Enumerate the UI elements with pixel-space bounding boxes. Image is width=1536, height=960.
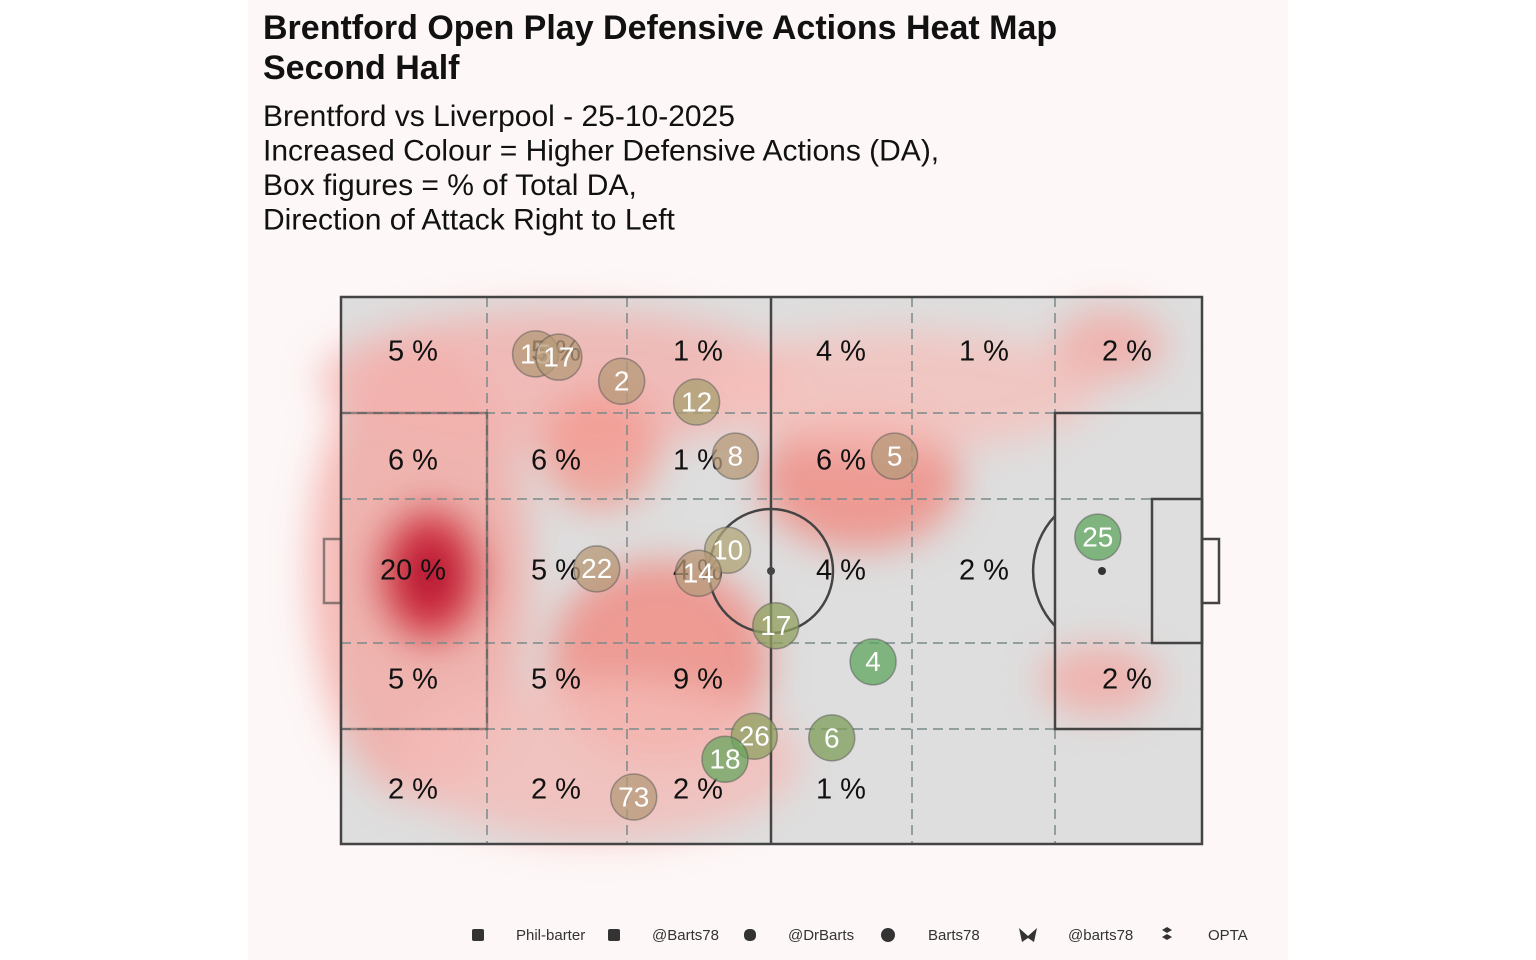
zone-label: 6 % [388,445,438,477]
zone-label: 2 % [1102,336,1152,368]
dropbox-icon [1162,927,1172,940]
chart-title: Brentford Open Play Defensive Actions He… [263,9,1057,47]
player-label: 25 [1082,522,1113,553]
zone-label: 2 % [388,774,438,806]
titles: Brentford Open Play Defensive Actions He… [263,9,1057,236]
player-label: 12 [681,386,712,417]
chart-subtitle: Direction of Attack Right to Left [263,203,676,236]
chart-subtitle: Increased Colour = Higher Defensive Acti… [263,134,939,167]
zone-label: 6 % [531,445,581,477]
github-icon [881,928,895,942]
zone-label: 20 % [380,555,446,587]
footer-credit: @DrBarts [788,927,854,944]
player-label: 2 [614,366,630,397]
player-label: 4 [865,646,881,677]
player-marker [597,357,646,405]
zone-label: 5 % [388,664,438,696]
player-label: 73 [618,781,649,812]
zone-label: 4 % [816,555,866,587]
zone-label: 5 % [388,336,438,368]
footer-credit: Phil-barter [516,927,585,944]
footer-credit: @Barts78 [652,927,719,944]
player-marker [849,638,897,686]
players: 151721285251022141742661873 [511,330,1122,821]
chart-subtitle: Brentford vs Liverpool - 25-10-2025 [263,100,735,133]
player-marker [572,545,621,593]
player-label: 17 [543,342,574,373]
player-marker [870,432,919,480]
linkedin-icon [472,929,484,941]
player-marker [752,601,800,650]
bluesky-icon [1019,928,1037,942]
player-label: 6 [824,722,840,753]
player-marker [711,432,760,480]
zone-label: 2 % [1102,664,1152,696]
player-marker [674,549,723,597]
zone-label: 1 % [673,336,723,368]
zones: 5 % 5 % 1 % 4 % 1 % 2 % 6 % 6 % 1 % 6 % 20 % 5 % 4 %… [380,336,1152,806]
player-marker [808,714,856,762]
player-marker [672,378,721,426]
zone-label: 9 % [673,664,723,696]
footer-credit: @barts78 [1068,927,1133,944]
chart-title: Second Half [263,49,460,87]
zone-label: 2 % [959,555,1009,587]
player-label: 22 [581,553,612,584]
zone-label: 4 % [816,336,866,368]
zone-label: 5 % [531,664,581,696]
player-label: 8 [728,441,744,472]
x-icon [608,929,620,941]
zone-label: 5 % [531,555,581,587]
zone-label: 6 % [816,445,866,477]
player-marker [701,735,749,783]
player-label: 14 [683,558,714,589]
footer-credit: Barts78 [928,927,980,944]
player-label: 5 [887,441,903,472]
heat [310,310,1165,840]
zone-label: 2 % [531,774,581,806]
mastodon-icon [744,929,756,941]
player-label: 17 [760,610,791,641]
footer: Phil-barter @Barts78 @DrBarts Barts78 @barts… [472,927,1248,944]
zone-label: 1 % [816,774,866,806]
chart-subtitle: Box figures = % of Total DA, [263,169,637,202]
player-label: 18 [709,744,740,775]
footer-credit: OPTA [1208,927,1248,944]
player-marker [1074,513,1122,561]
player-marker [609,773,658,821]
zone-label: 1 % [959,336,1009,368]
player-marker [535,333,583,381]
